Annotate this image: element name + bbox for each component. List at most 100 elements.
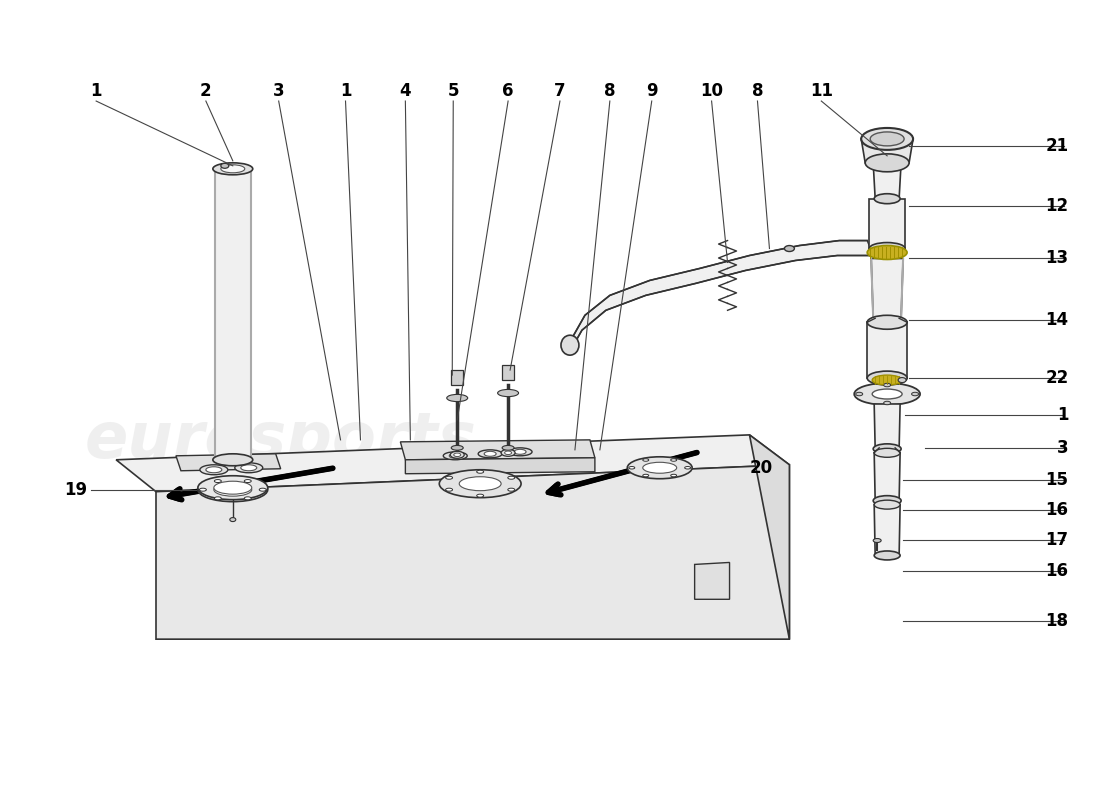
Ellipse shape	[446, 476, 452, 479]
Ellipse shape	[784, 246, 794, 251]
Ellipse shape	[198, 476, 267, 500]
Polygon shape	[874, 505, 900, 555]
Text: 13: 13	[1046, 250, 1069, 267]
Ellipse shape	[867, 315, 908, 330]
Ellipse shape	[856, 392, 862, 396]
Text: 6: 6	[503, 82, 514, 100]
Polygon shape	[874, 404, 900, 449]
Ellipse shape	[221, 165, 245, 173]
Polygon shape	[502, 365, 514, 380]
Ellipse shape	[872, 375, 902, 385]
Ellipse shape	[505, 451, 512, 454]
Ellipse shape	[874, 500, 900, 509]
Polygon shape	[867, 322, 908, 378]
Ellipse shape	[671, 474, 676, 477]
Text: a passion for parts since 1985: a passion for parts since 1985	[213, 520, 548, 598]
Text: eurosports: eurosports	[85, 409, 476, 471]
Ellipse shape	[244, 479, 251, 482]
Ellipse shape	[198, 478, 267, 502]
Text: 9: 9	[646, 82, 658, 100]
Text: 20: 20	[750, 458, 773, 477]
Ellipse shape	[200, 465, 228, 474]
Polygon shape	[176, 454, 280, 470]
Ellipse shape	[870, 132, 904, 146]
Ellipse shape	[199, 488, 207, 491]
Text: 16: 16	[1046, 562, 1069, 581]
Ellipse shape	[446, 488, 452, 491]
Text: 15: 15	[1046, 470, 1069, 489]
Ellipse shape	[502, 450, 515, 456]
Text: 7: 7	[554, 82, 565, 100]
Ellipse shape	[872, 389, 902, 399]
Polygon shape	[451, 370, 463, 385]
Text: 3: 3	[273, 82, 285, 100]
Polygon shape	[869, 198, 905, 249]
Ellipse shape	[508, 476, 515, 479]
Text: 19: 19	[65, 481, 88, 498]
Text: 1: 1	[90, 82, 102, 100]
Ellipse shape	[508, 448, 532, 456]
Ellipse shape	[221, 163, 229, 168]
Ellipse shape	[671, 458, 676, 462]
Ellipse shape	[629, 466, 635, 469]
Ellipse shape	[476, 494, 484, 497]
Ellipse shape	[214, 497, 221, 500]
Ellipse shape	[912, 392, 918, 396]
Ellipse shape	[898, 378, 906, 382]
Text: 22: 22	[1045, 369, 1069, 387]
Ellipse shape	[866, 154, 909, 172]
Polygon shape	[694, 562, 729, 599]
Ellipse shape	[642, 462, 676, 474]
Ellipse shape	[213, 482, 252, 494]
Ellipse shape	[206, 466, 222, 473]
Ellipse shape	[684, 466, 691, 469]
Ellipse shape	[867, 246, 908, 259]
Text: 8: 8	[604, 82, 616, 100]
Polygon shape	[873, 163, 901, 198]
Ellipse shape	[241, 465, 256, 470]
Ellipse shape	[497, 390, 518, 397]
Ellipse shape	[439, 470, 521, 498]
Text: 10: 10	[700, 82, 723, 100]
Ellipse shape	[447, 394, 468, 402]
Ellipse shape	[213, 483, 252, 496]
Polygon shape	[214, 169, 251, 460]
Text: 17: 17	[1046, 530, 1069, 549]
Text: 8: 8	[751, 82, 763, 100]
Ellipse shape	[260, 488, 266, 491]
Polygon shape	[749, 435, 790, 639]
Polygon shape	[861, 139, 913, 163]
Ellipse shape	[508, 488, 515, 491]
Ellipse shape	[476, 470, 484, 474]
Text: 21: 21	[1046, 137, 1069, 155]
Ellipse shape	[873, 444, 901, 454]
Ellipse shape	[883, 383, 891, 386]
Ellipse shape	[244, 497, 251, 500]
Ellipse shape	[450, 451, 464, 458]
Ellipse shape	[514, 450, 526, 454]
Ellipse shape	[867, 371, 908, 385]
Ellipse shape	[451, 446, 463, 450]
Ellipse shape	[453, 453, 461, 457]
Ellipse shape	[883, 402, 891, 405]
Ellipse shape	[484, 451, 496, 456]
Text: 11: 11	[810, 82, 833, 100]
Ellipse shape	[449, 454, 461, 458]
Text: 1: 1	[340, 82, 351, 100]
Ellipse shape	[873, 538, 881, 542]
Polygon shape	[400, 440, 595, 460]
Ellipse shape	[861, 128, 913, 150]
Polygon shape	[406, 458, 595, 474]
Polygon shape	[117, 435, 790, 492]
Text: 14: 14	[1046, 311, 1069, 330]
PathPatch shape	[569, 241, 873, 353]
Polygon shape	[871, 258, 903, 318]
Text: 16: 16	[1046, 501, 1069, 518]
Ellipse shape	[873, 496, 901, 506]
Ellipse shape	[642, 474, 649, 477]
Text: 12: 12	[1046, 197, 1069, 214]
Ellipse shape	[213, 454, 253, 466]
Ellipse shape	[874, 551, 900, 560]
Ellipse shape	[478, 450, 502, 458]
Text: 18: 18	[1046, 612, 1069, 630]
